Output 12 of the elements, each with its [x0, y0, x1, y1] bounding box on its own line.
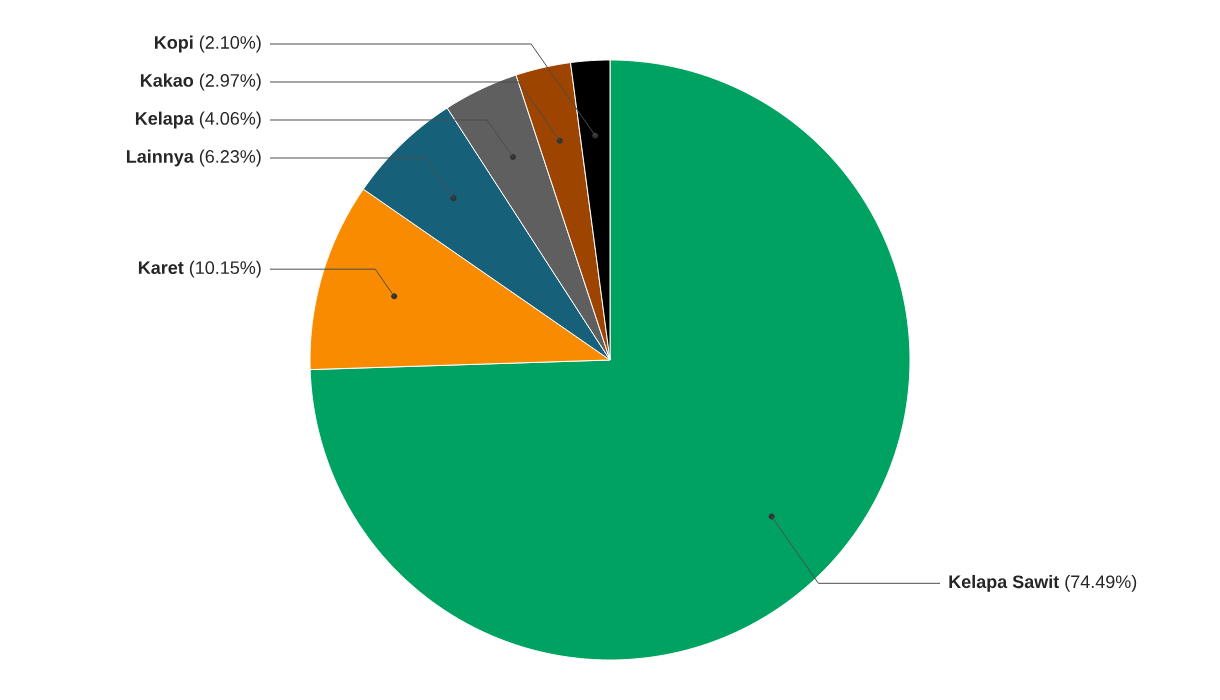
- slice-label: Karet: [138, 261, 184, 275]
- data-label: (10.15%): [189, 260, 261, 278]
- data-label: (74.49%): [1065, 574, 1137, 592]
- data-label: (6.23%): [199, 149, 261, 167]
- data-label: (4.06%): [199, 111, 261, 129]
- slice-label: Lainnya: [126, 149, 194, 167]
- slice-label: Kelapa: [135, 111, 194, 129]
- slice-label: Kelapa Sawit: [949, 574, 1060, 592]
- slice-label: Kopi: [155, 35, 193, 53]
- data-label: (2.97%): [199, 73, 261, 91]
- data-label: (2.10%): [199, 35, 261, 53]
- slice-label: Kakao: [140, 73, 194, 87]
